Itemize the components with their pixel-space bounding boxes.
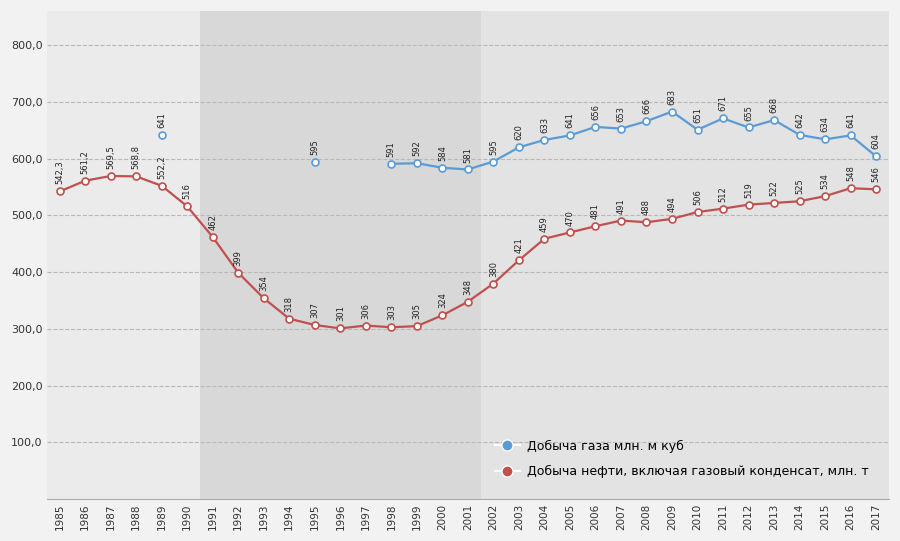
Text: 656: 656	[591, 104, 600, 120]
Text: 591: 591	[387, 141, 396, 157]
Text: 519: 519	[744, 182, 753, 197]
Text: 641: 641	[846, 113, 855, 128]
Text: 653: 653	[616, 105, 625, 122]
Text: 561,2: 561,2	[81, 150, 90, 174]
Text: 604: 604	[871, 134, 880, 149]
Text: 318: 318	[284, 296, 293, 312]
Text: 491: 491	[616, 198, 625, 214]
Text: 522: 522	[770, 180, 778, 196]
Text: 552,2: 552,2	[158, 155, 166, 179]
Text: 542,3: 542,3	[55, 161, 64, 184]
Text: 633: 633	[540, 117, 549, 133]
Text: 421: 421	[515, 237, 524, 253]
Text: 306: 306	[361, 302, 370, 319]
Text: 651: 651	[693, 107, 702, 123]
Bar	[47, 11, 200, 499]
Text: 592: 592	[412, 141, 421, 156]
Text: 595: 595	[310, 139, 320, 155]
Text: 668: 668	[770, 97, 778, 113]
Text: 301: 301	[336, 306, 345, 321]
Text: 642: 642	[795, 112, 804, 128]
Text: 568,8: 568,8	[131, 146, 140, 169]
Text: 506: 506	[693, 189, 702, 205]
Text: 354: 354	[259, 275, 268, 292]
Text: 655: 655	[744, 104, 753, 121]
Legend: Добыча газа млн. м куб, Добыча нефти, включая газовый конденсат, млн. т: Добыча газа млн. м куб, Добыча нефти, вк…	[490, 434, 874, 483]
Text: 683: 683	[668, 89, 677, 104]
Text: 546: 546	[871, 167, 880, 182]
Text: 462: 462	[208, 214, 217, 230]
Text: 534: 534	[821, 173, 830, 189]
Text: 307: 307	[310, 302, 320, 318]
Text: 548: 548	[846, 166, 855, 181]
Text: 488: 488	[642, 199, 651, 215]
Text: 305: 305	[412, 304, 421, 319]
Text: 525: 525	[795, 179, 804, 194]
Text: 641: 641	[158, 113, 166, 128]
Text: 620: 620	[515, 124, 524, 140]
Text: 666: 666	[642, 98, 651, 114]
Text: 481: 481	[591, 203, 600, 219]
Text: 324: 324	[438, 293, 447, 308]
Text: 399: 399	[234, 250, 243, 266]
Text: 348: 348	[464, 279, 472, 295]
Text: 459: 459	[540, 216, 549, 232]
Text: 584: 584	[438, 145, 447, 161]
Text: 516: 516	[183, 183, 192, 200]
Text: 303: 303	[387, 304, 396, 320]
Text: 512: 512	[718, 186, 727, 202]
Text: 581: 581	[464, 147, 472, 162]
Text: 634: 634	[821, 116, 830, 133]
Bar	[481, 11, 889, 499]
Text: 470: 470	[565, 210, 574, 226]
Text: 494: 494	[668, 196, 677, 212]
Bar	[200, 11, 481, 499]
Text: 671: 671	[718, 95, 727, 111]
Text: 595: 595	[489, 139, 498, 155]
Text: 641: 641	[565, 113, 574, 128]
Text: 380: 380	[489, 261, 498, 276]
Text: 569,5: 569,5	[106, 146, 115, 169]
